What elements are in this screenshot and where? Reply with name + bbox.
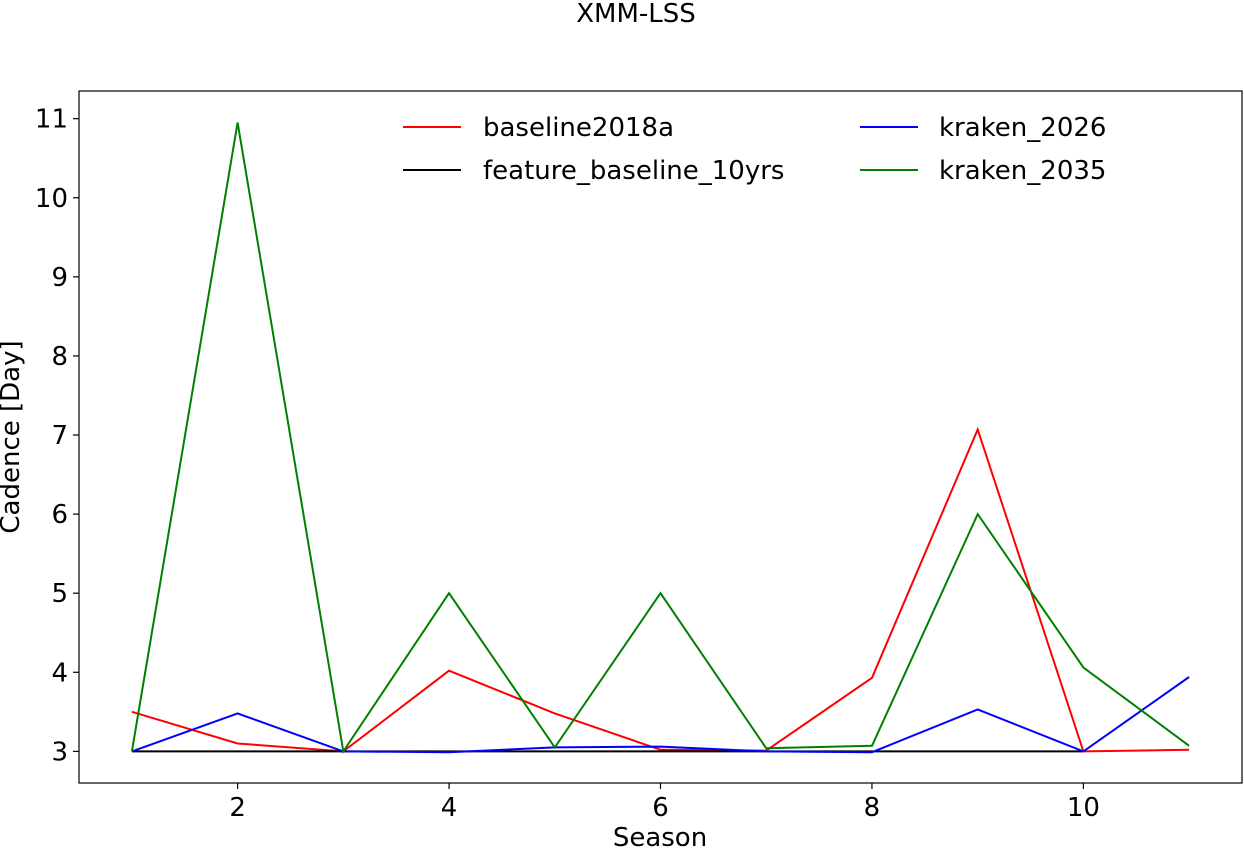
legend-label-baseline2018a: baseline2018a — [483, 113, 674, 143]
chart-title: XMM-LSS — [576, 0, 696, 29]
y-tick-label: 11 — [35, 105, 68, 135]
axis-ticks: 2 4 6 8 10 3 4 5 6 7 8 9 10 11 — [35, 105, 1100, 823]
y-tick-label: 3 — [51, 737, 68, 767]
plot-frame — [78, 90, 1243, 784]
x-tick-label: 2 — [229, 793, 246, 823]
legend-label-kraken-2035: kraken_2035 — [939, 156, 1106, 186]
legend-label-kraken-2026: kraken_2026 — [939, 113, 1106, 143]
y-tick-label: 9 — [51, 263, 68, 293]
series-line-kraken-2035 — [130, 122, 1190, 755]
x-tick-label: 10 — [1067, 793, 1100, 823]
x-tick-label: 4 — [441, 793, 458, 823]
series-lines — [130, 122, 1190, 755]
legend: baseline2018a feature_baseline_10yrs kra… — [403, 113, 1106, 186]
series-line-kraken-2026 — [131, 676, 1190, 754]
y-tick-label: 7 — [51, 421, 68, 451]
y-tick-label: 6 — [51, 500, 68, 530]
x-axis-label: Season — [613, 823, 707, 853]
y-tick-label: 8 — [51, 342, 68, 372]
legend-label-feature-baseline-10yrs: feature_baseline_10yrs — [483, 156, 784, 186]
y-tick-label: 10 — [35, 184, 68, 214]
y-tick-label: 4 — [51, 658, 68, 688]
series-line-baseline2018a — [131, 426, 1190, 753]
x-tick-label: 6 — [652, 793, 669, 823]
x-tick-label: 8 — [864, 793, 881, 823]
y-axis-label: Cadence [Day] — [0, 340, 26, 533]
y-tick-label: 5 — [51, 579, 68, 609]
